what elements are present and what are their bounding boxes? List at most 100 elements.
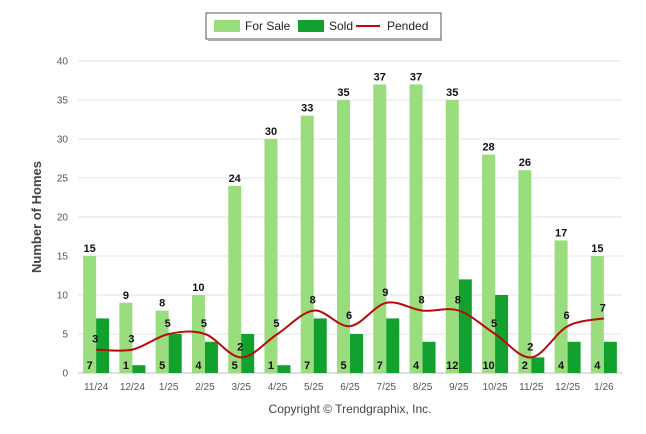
label-pended: 5: [201, 318, 207, 330]
bar-sold: [422, 341, 436, 373]
bar-for-sale: [155, 310, 169, 373]
y-tick-label: 5: [62, 330, 68, 341]
label-sold: 4: [558, 360, 565, 372]
label-pended: 5: [273, 318, 279, 330]
data-labels: 1579185104245301337355377374351228102621…: [84, 71, 606, 372]
y-axis-title: Number of Homes: [29, 161, 44, 273]
bar-sold: [567, 341, 581, 373]
label-pended: 2: [527, 341, 533, 353]
label-pended: 6: [346, 310, 352, 322]
label-sold: 7: [87, 360, 93, 372]
label-sold: 1: [268, 360, 274, 372]
bar-for-sale: [482, 154, 496, 373]
label-sold: 4: [195, 360, 202, 372]
bar-for-sale: [518, 170, 532, 373]
y-tick-label: 35: [57, 96, 69, 107]
label-for-sale: 26: [519, 157, 531, 169]
bar-sold: [458, 279, 472, 373]
label-for-sale: 37: [374, 71, 386, 83]
x-tick-label: 7/25: [377, 382, 397, 393]
label-for-sale: 35: [446, 87, 458, 99]
bar-sold: [603, 341, 617, 373]
y-tick-label: 25: [57, 174, 69, 185]
bar-sold: [204, 341, 218, 373]
y-tick-label: 15: [57, 252, 69, 263]
label-sold: 5: [159, 360, 165, 372]
label-for-sale: 17: [555, 227, 567, 239]
bar-sold: [313, 318, 327, 373]
bar-sold: [495, 295, 509, 373]
x-tick-label: 6/25: [340, 382, 360, 393]
x-tick-label: 12/24: [120, 382, 145, 393]
label-pended: 3: [128, 334, 134, 346]
label-pended: 2: [237, 341, 243, 353]
label-sold: 7: [304, 360, 310, 372]
pended-line-layer: [96, 301, 605, 359]
x-tick-label: 9/25: [449, 382, 469, 393]
bar-for-sale: [373, 84, 387, 374]
bar-for-sale: [409, 84, 423, 374]
label-for-sale: 33: [301, 103, 313, 115]
x-tick-label: 1/26: [594, 382, 614, 393]
label-for-sale: 24: [229, 173, 242, 185]
x-tick-label: 5/25: [304, 382, 324, 393]
bar-for-sale: [228, 185, 242, 373]
y-tick-label: 20: [57, 213, 69, 224]
label-sold: 7: [377, 360, 383, 372]
bar-sold: [350, 334, 363, 373]
label-sold: 5: [232, 360, 238, 372]
label-pended: 8: [310, 295, 316, 307]
label-pended: 7: [600, 302, 606, 314]
bar-sold: [241, 334, 255, 373]
label-for-sale: 8: [159, 298, 165, 310]
label-pended: 8: [455, 295, 461, 307]
bar-for-sale: [191, 295, 205, 373]
label-for-sale: 28: [482, 142, 494, 154]
y-axis-ticks: 0 5 10 15 20 25 30 35 40: [57, 57, 69, 380]
label-sold: 5: [340, 360, 346, 372]
label-for-sale: 9: [123, 290, 129, 302]
label-for-sale: 30: [265, 126, 277, 138]
legend-label-for-sale: For Sale: [245, 19, 291, 33]
x-tick-label: 12/25: [555, 382, 580, 393]
label-pended: 5: [491, 318, 497, 330]
bar-sold: [277, 365, 291, 373]
label-pended: 6: [564, 310, 570, 322]
pended-line: [96, 301, 605, 359]
x-tick-label: 3/25: [231, 382, 251, 393]
x-tick-label: 2/25: [195, 382, 215, 393]
bar-for-sale: [590, 256, 604, 373]
label-sold: 2: [522, 360, 528, 372]
bar-sold: [168, 334, 182, 373]
bar-sold: [96, 318, 110, 373]
x-tick-label: 8/25: [413, 382, 433, 393]
label-sold: 12: [446, 360, 458, 372]
y-tick-label: 10: [57, 291, 69, 302]
label-pended: 5: [165, 318, 171, 330]
bar-for-sale: [445, 100, 459, 373]
bar-sold: [132, 365, 146, 373]
bar-for-sale: [264, 139, 278, 373]
copyright: Copyright © Trendgraphix, Inc.: [269, 402, 432, 416]
y-tick-label: 0: [62, 369, 68, 380]
legend-label-sold: Sold: [329, 19, 353, 33]
label-sold: 4: [413, 360, 420, 372]
label-pended: 3: [92, 334, 98, 346]
label-sold: 4: [594, 360, 601, 372]
legend-label-pended: Pended: [387, 19, 428, 33]
label-pended: 8: [418, 295, 424, 307]
label-for-sale: 37: [410, 71, 422, 83]
x-tick-label: 11/25: [519, 382, 544, 393]
label-for-sale: 15: [84, 243, 96, 255]
bar-for-sale: [300, 115, 314, 373]
bars: [83, 84, 617, 374]
label-for-sale: 15: [591, 243, 603, 255]
x-tick-label: 4/25: [268, 382, 288, 393]
label-sold: 1: [123, 360, 129, 372]
label-for-sale: 35: [337, 87, 349, 99]
bar-sold: [531, 357, 545, 373]
label-for-sale: 10: [192, 282, 204, 294]
bar-for-sale: [337, 100, 350, 373]
legend-swatch-for-sale: [214, 20, 240, 32]
